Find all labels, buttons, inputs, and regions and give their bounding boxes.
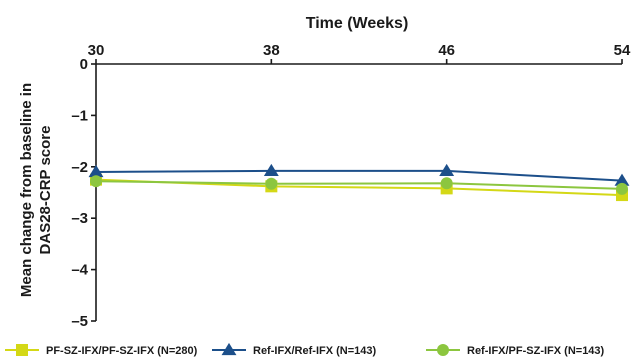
plot-area	[88, 163, 630, 202]
y-tick-label: –4	[71, 262, 88, 279]
legend-marker	[437, 344, 449, 356]
y-axis-title-line-1: Mean change from baseline in	[18, 83, 35, 297]
x-tick-label: 30	[88, 42, 105, 59]
x-tick-label: 46	[438, 42, 455, 59]
x-axis-title: Time (Weeks)	[306, 15, 409, 32]
data-point	[439, 163, 455, 177]
data-point	[440, 177, 453, 190]
legend-label: Ref-IFX/Ref-IFX (N=143)	[253, 345, 376, 357]
chart-axes: 30 38 46 54 0 –1 –2 –3 –4 –5	[71, 42, 631, 330]
series-line	[95, 180, 623, 190]
legend-marker	[221, 342, 237, 356]
y-tick-label: –5	[71, 313, 88, 330]
x-tick-label: 38	[263, 42, 280, 59]
data-point	[265, 177, 278, 190]
y-axis-title-line-2: DAS28-CRP score	[37, 126, 54, 255]
data-point	[263, 163, 279, 177]
legend-marker	[16, 344, 28, 356]
y-tick-label: 0	[80, 56, 88, 73]
data-point	[614, 173, 630, 186]
series-line	[95, 169, 623, 182]
y-tick-label: –3	[71, 210, 88, 227]
legend-label: Ref-IFX/PF-SZ-IFX (N=143)	[467, 345, 605, 357]
y-tick-label: –2	[71, 159, 88, 176]
data-point	[616, 182, 628, 195]
data-point	[90, 175, 102, 188]
legend-label: PF-SZ-IFX/PF-SZ-IFX (N=280)	[46, 345, 198, 357]
chart-legend: PF-SZ-IFX/PF-SZ-IFX (N=280) Ref-IFX/Ref-I…	[5, 342, 605, 357]
y-tick-label: –1	[71, 107, 88, 124]
data-point	[88, 164, 104, 178]
x-tick-label: 54	[614, 42, 631, 59]
